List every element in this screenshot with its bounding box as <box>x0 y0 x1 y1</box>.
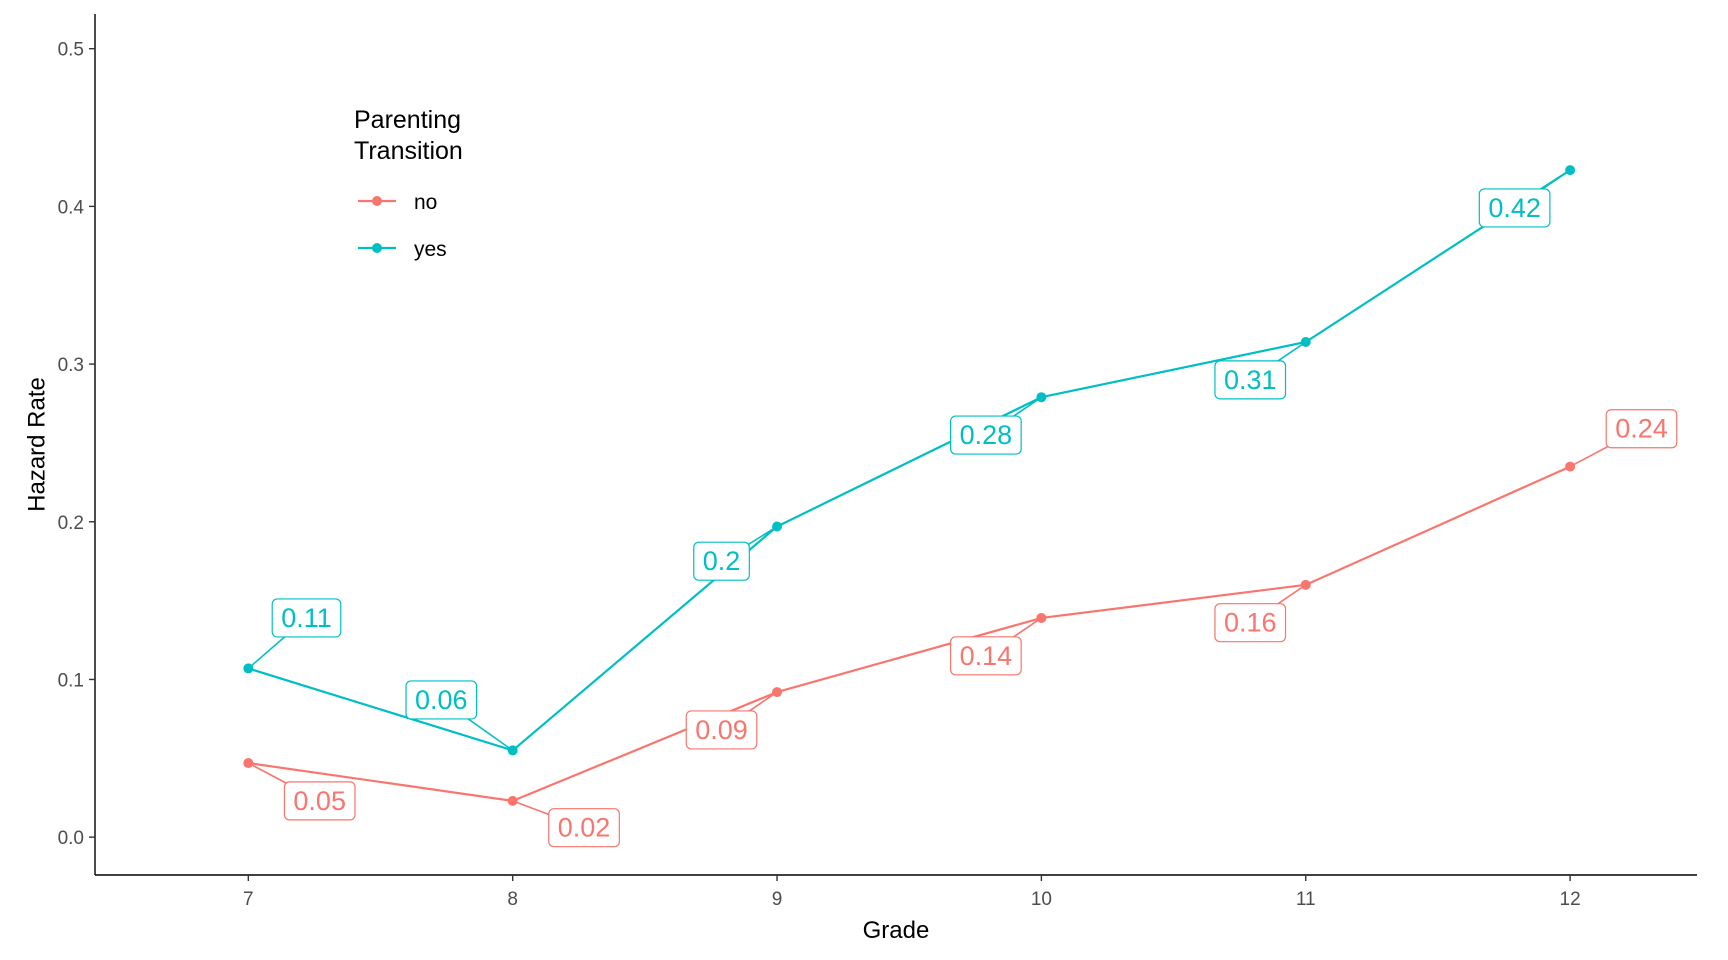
y-tick-label: 0.3 <box>58 355 84 376</box>
data-label-box <box>949 415 1022 455</box>
legend-keys: no yes <box>358 191 447 261</box>
data-label-box <box>685 710 758 750</box>
data-label-yes: 0.31 <box>1214 360 1287 400</box>
data-label-no: 0.14 <box>949 636 1022 676</box>
data-labels-layer: 0.05 0.02 0.09 0.14 0.16 0.24 0.11 0.06 0.2 0.28 0… <box>271 188 1678 848</box>
legend-title-line-1: Parenting <box>354 106 461 134</box>
series-line-no <box>248 465 1571 803</box>
y-tick-label: 0.2 <box>58 513 84 534</box>
data-label-yes: 0.28 <box>949 415 1022 455</box>
data-label-text: 0.02 <box>558 813 611 843</box>
data-point-no <box>243 758 254 769</box>
legend-label: no <box>414 191 437 214</box>
data-label-no: 0.09 <box>685 710 758 750</box>
data-label-text: 0.2 <box>703 546 741 576</box>
data-label-text: 0.24 <box>1615 414 1668 444</box>
x-tick-label: 10 <box>1031 889 1052 910</box>
series-layer <box>243 165 1642 829</box>
data-point-no <box>1565 461 1576 472</box>
data-label-no: 0.24 <box>1605 409 1678 449</box>
axes: 0.0 0.1 0.2 0.3 0.4 0.5 7 8 9 10 11 12 <box>58 14 1697 910</box>
data-label-box <box>1214 603 1287 643</box>
data-label-box <box>1214 360 1287 400</box>
x-tick-label: 12 <box>1560 889 1581 910</box>
data-point-no <box>1036 612 1047 623</box>
data-label-box <box>548 808 620 848</box>
data-label-no: 0.02 <box>548 808 620 848</box>
data-label-text: 0.28 <box>960 420 1013 450</box>
data-label-no: 0.16 <box>1214 603 1287 643</box>
data-label-text: 0.16 <box>1224 608 1277 638</box>
data-point-no <box>772 687 783 698</box>
data-label-text: 0.09 <box>695 715 748 745</box>
x-tick-label: 7 <box>243 889 254 910</box>
y-tick-label: 0.1 <box>58 670 84 691</box>
data-label-text: 0.06 <box>415 685 468 715</box>
legend-key-yes: yes <box>358 238 447 261</box>
data-label-box <box>283 781 356 821</box>
y-tick-label: 0.4 <box>58 197 85 218</box>
data-label-box <box>1478 188 1551 228</box>
data-label-box <box>271 598 342 638</box>
data-label-yes: 0.2 <box>693 541 750 581</box>
data-label-text: 0.31 <box>1224 365 1277 395</box>
data-point-yes <box>1036 392 1047 403</box>
data-label-yes: 0.06 <box>405 680 478 720</box>
legend-title-line-2: Transition <box>354 137 463 165</box>
data-label-text: 0.14 <box>960 641 1013 671</box>
data-label-text: 0.11 <box>281 603 332 633</box>
x-tick-label: 8 <box>507 889 518 910</box>
data-point-yes <box>243 663 254 674</box>
legend-key-point <box>372 196 382 206</box>
legend-key-no: no <box>358 191 437 214</box>
data-point-yes <box>772 521 783 532</box>
x-tick-label: 11 <box>1296 889 1316 910</box>
data-label-yes: 0.42 <box>1478 188 1551 228</box>
x-axis-title: Grade <box>863 917 930 944</box>
legend-label: yes <box>414 238 447 261</box>
data-label-text: 0.05 <box>293 786 346 816</box>
data-point-yes <box>1565 165 1576 176</box>
data-label-box <box>1605 409 1678 449</box>
legend-key-point <box>372 243 382 253</box>
data-point-yes <box>507 745 518 756</box>
y-axis-ticks: 0.0 0.1 0.2 0.3 0.4 0.5 <box>58 40 95 849</box>
series-line-yes <box>248 169 1571 752</box>
y-tick-label: 0.0 <box>58 828 84 849</box>
data-label-box <box>405 680 478 720</box>
data-label-box <box>693 541 750 581</box>
data-point-yes <box>1300 337 1311 347</box>
data-point-no <box>1300 579 1311 590</box>
data-label-text: 0.42 <box>1488 193 1541 223</box>
data-label-box <box>949 636 1022 676</box>
legend: Parenting Transition no yes <box>354 106 463 261</box>
y-tick-label: 0.5 <box>58 40 84 61</box>
y-axis-title: Hazard Rate <box>23 377 50 512</box>
x-tick-label: 9 <box>772 889 783 910</box>
data-point-no <box>507 795 518 806</box>
x-axis-ticks: 7 8 9 10 11 12 <box>243 875 1581 910</box>
data-label-no: 0.05 <box>283 781 356 821</box>
data-label-yes: 0.11 <box>271 598 342 638</box>
